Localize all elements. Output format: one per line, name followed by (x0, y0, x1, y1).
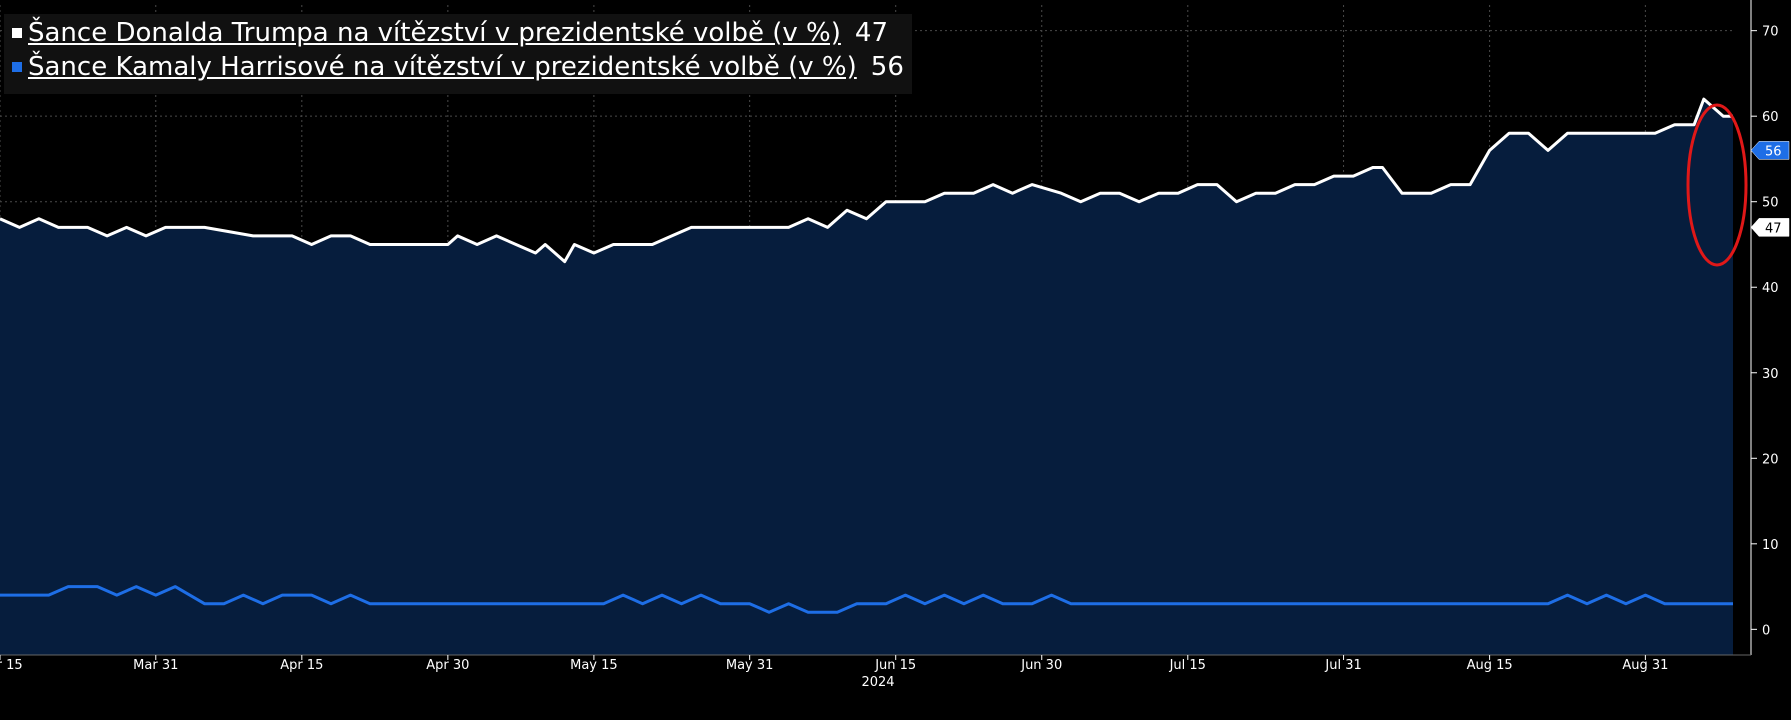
legend-label-trump: Šance Donalda Trumpa na vítězství v prez… (28, 18, 841, 48)
x-tick-label: Jun 30 (1020, 658, 1062, 673)
y-tick-label: 70 (1762, 25, 1779, 40)
x-tick-label: May 31 (726, 658, 774, 673)
series-line-harris (0, 585, 1733, 614)
legend-swatch-harris (12, 62, 22, 72)
x-tick-label: Apr 30 (426, 658, 469, 673)
series-last-value-tag-harris-shape (1750, 141, 1790, 160)
y-tick-label: 50 (1762, 196, 1779, 211)
series-last-value-tag-harris-text: 56 (1765, 144, 1782, 159)
series-line-trump (0, 97, 1733, 264)
x-tick-label: Jul 15 (1169, 658, 1206, 673)
x-tick-label: Mar 31 (133, 658, 178, 673)
y-tick-label: 40 (1762, 281, 1779, 296)
x-tick-label: Jul 31 (1324, 658, 1361, 673)
area-fill-trump (0, 99, 1733, 656)
x-tick-label: Apr 15 (280, 658, 323, 673)
y-tick-label: 60 (1762, 110, 1779, 125)
y-tick-label: 30 (1762, 367, 1779, 382)
legend-entry-harris: Šance Kamaly Harrisové na vítězství v pr… (12, 50, 904, 84)
legend-entry-trump: Šance Donalda Trumpa na vítězství v prez… (12, 16, 904, 50)
y-tick-label: 0 (1762, 623, 1770, 638)
highlight-ellipse (1686, 103, 1748, 267)
legend-value-harris: 56 (870, 52, 904, 82)
x-tick-label: Jun 15 (874, 658, 916, 673)
series-last-value-tag-trump-text: 47 (1765, 221, 1782, 236)
x-axis-year-label: 2024 (861, 675, 894, 690)
x-tick-label: Aug 31 (1622, 658, 1668, 673)
chart-legend: Šance Donalda Trumpa na vítězství v prez… (4, 14, 912, 94)
series-last-value-tag-harris: 56 (1750, 141, 1790, 160)
legend-swatch-trump (12, 28, 22, 38)
series-last-value-tag-trump: 47 (1750, 218, 1790, 237)
x-tick-label: May 15 (570, 658, 618, 673)
x-tick-label: Mar 15 (0, 658, 23, 673)
legend-value-trump: 47 (854, 18, 888, 48)
y-tick-label: 10 (1762, 538, 1779, 553)
legend-label-harris: Šance Kamaly Harrisové na vítězství v pr… (28, 52, 857, 82)
y-tick-label: 20 (1762, 452, 1779, 467)
x-tick-label: Aug 15 (1467, 658, 1513, 673)
series-last-value-tag-trump-shape (1750, 218, 1790, 237)
